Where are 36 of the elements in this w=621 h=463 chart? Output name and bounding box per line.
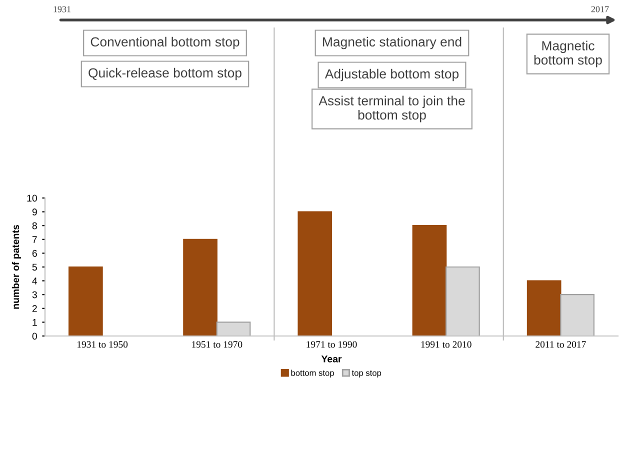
- text: Magnetic bottom stop: [534, 40, 602, 68]
- y-tick-label: 6: [32, 250, 37, 257]
- y-tick-label: 4: [32, 278, 38, 284]
- x-tick-label: 2011 to 2017: [536, 341, 586, 348]
- y-tick-label: 3: [32, 291, 37, 298]
- bar: [560, 294, 594, 336]
- x-tick-label: 1991 to 2010: [421, 341, 472, 348]
- bar: [68, 266, 103, 336]
- legend-label: top stop: [352, 370, 382, 378]
- text: Adjustable bottom stop: [324, 68, 459, 82]
- y-tick-label: 10: [27, 194, 37, 202]
- text: 1931: [54, 6, 70, 12]
- bar: [412, 225, 447, 336]
- y-tick-label: 0: [32, 332, 37, 340]
- y-tick-label: 2: [32, 305, 37, 312]
- x-axis-title: Year: [321, 356, 342, 362]
- text: Quick-release bottom stop: [88, 68, 242, 80]
- text: Conventional bottom stop: [90, 36, 240, 50]
- x-tick-label: 1951 to 1970: [192, 341, 242, 348]
- bar: [446, 266, 480, 336]
- y-tick-label: 1: [32, 319, 37, 326]
- bar: [183, 238, 218, 336]
- y-tick-label: 8: [32, 222, 37, 230]
- text: Assist terminal to join the bottom stop: [318, 96, 465, 122]
- y-tick-label: 5: [32, 264, 37, 271]
- y-tick-label: 9: [32, 208, 37, 216]
- legend-label: bottom stop: [291, 370, 334, 378]
- y-tick-label: 7: [32, 236, 37, 243]
- bar: [216, 322, 251, 336]
- x-tick-label: 1931 to 1950: [78, 341, 128, 348]
- x-tick-label: 1971 to 1990: [306, 341, 357, 348]
- text: 2017: [591, 6, 609, 12]
- y-axis-title: number of patents: [12, 224, 21, 309]
- text: Magnetic stationary end: [323, 36, 462, 50]
- bar: [298, 211, 332, 336]
- bar: [526, 280, 562, 336]
